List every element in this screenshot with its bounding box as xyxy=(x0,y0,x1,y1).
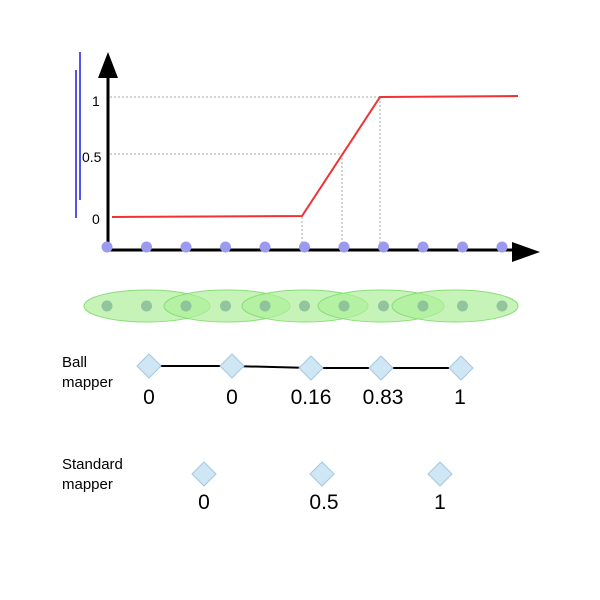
sample-point xyxy=(378,241,389,253)
sample-point xyxy=(299,241,310,253)
ball-mapper-nodes xyxy=(136,353,474,381)
sample-point xyxy=(141,241,152,253)
standard-mapper-node xyxy=(309,461,335,487)
function-line xyxy=(111,95,519,218)
cover-dot xyxy=(141,300,152,312)
cover-dot xyxy=(180,300,192,312)
y-tick-0-5: 0.5 xyxy=(82,149,102,165)
cover-dot xyxy=(378,300,389,312)
standard-mapper-node-label: 0 xyxy=(198,491,210,514)
ball-mapper-node-label: 1 xyxy=(454,386,466,409)
standard-mapper-node xyxy=(191,461,217,487)
y-tick-0: 0 xyxy=(92,211,100,227)
guide-lines xyxy=(110,96,381,248)
ball-mapper-node-label: 0 xyxy=(226,386,238,409)
cover-dot xyxy=(299,300,310,312)
standard-mapper-node-labels: 0 0.5 1 xyxy=(198,491,446,514)
ball-mapper-node-label: 0 xyxy=(143,386,155,409)
ball-mapper-label-line1: Ball xyxy=(62,354,87,371)
cover-dot xyxy=(101,300,113,312)
standard-mapper-node xyxy=(427,461,453,487)
sample-point xyxy=(496,241,508,253)
sample-point xyxy=(338,241,350,253)
standard-mapper-label-line2: mapper xyxy=(62,476,113,493)
cover-ellipse xyxy=(391,289,519,323)
ball-mapper-node xyxy=(448,355,474,381)
sample-point xyxy=(259,241,271,253)
cover-dot xyxy=(259,300,271,312)
standard-mapper-label-line1: Standard xyxy=(62,456,123,473)
sample-point xyxy=(101,241,113,253)
standard-mapper-nodes xyxy=(191,461,453,487)
ball-mapper-node xyxy=(298,355,324,381)
sample-points xyxy=(101,241,508,253)
cover-dot xyxy=(417,300,429,312)
sample-point xyxy=(457,241,468,253)
cover-dots xyxy=(101,300,508,312)
y-axis-arrowhead xyxy=(98,52,118,78)
ball-mapper-node xyxy=(136,353,162,379)
axes xyxy=(98,52,540,262)
ball-mapper-node-labels: 0 0 0.16 0.83 1 xyxy=(143,386,466,409)
y-tick-1: 1 xyxy=(92,93,100,109)
ball-mapper-node xyxy=(368,355,394,381)
sample-point xyxy=(180,241,192,253)
cover-dot xyxy=(457,300,468,312)
cover-dot xyxy=(220,300,231,312)
standard-mapper-node-label: 1 xyxy=(434,491,446,514)
y-interval-cover xyxy=(75,52,81,218)
cover-dot xyxy=(338,300,350,312)
sample-point xyxy=(417,241,429,253)
ball-mapper-label-line2: mapper xyxy=(62,374,113,391)
cover-dot xyxy=(496,300,508,312)
ball-mapper-node xyxy=(219,353,245,379)
ball-mapper-node-label: 0.83 xyxy=(363,386,404,409)
ball-mapper-node-label: 0.16 xyxy=(291,386,332,409)
x-axis-arrowhead xyxy=(512,242,540,262)
standard-mapper-node-label: 0.5 xyxy=(309,491,338,514)
sample-point xyxy=(220,241,231,253)
